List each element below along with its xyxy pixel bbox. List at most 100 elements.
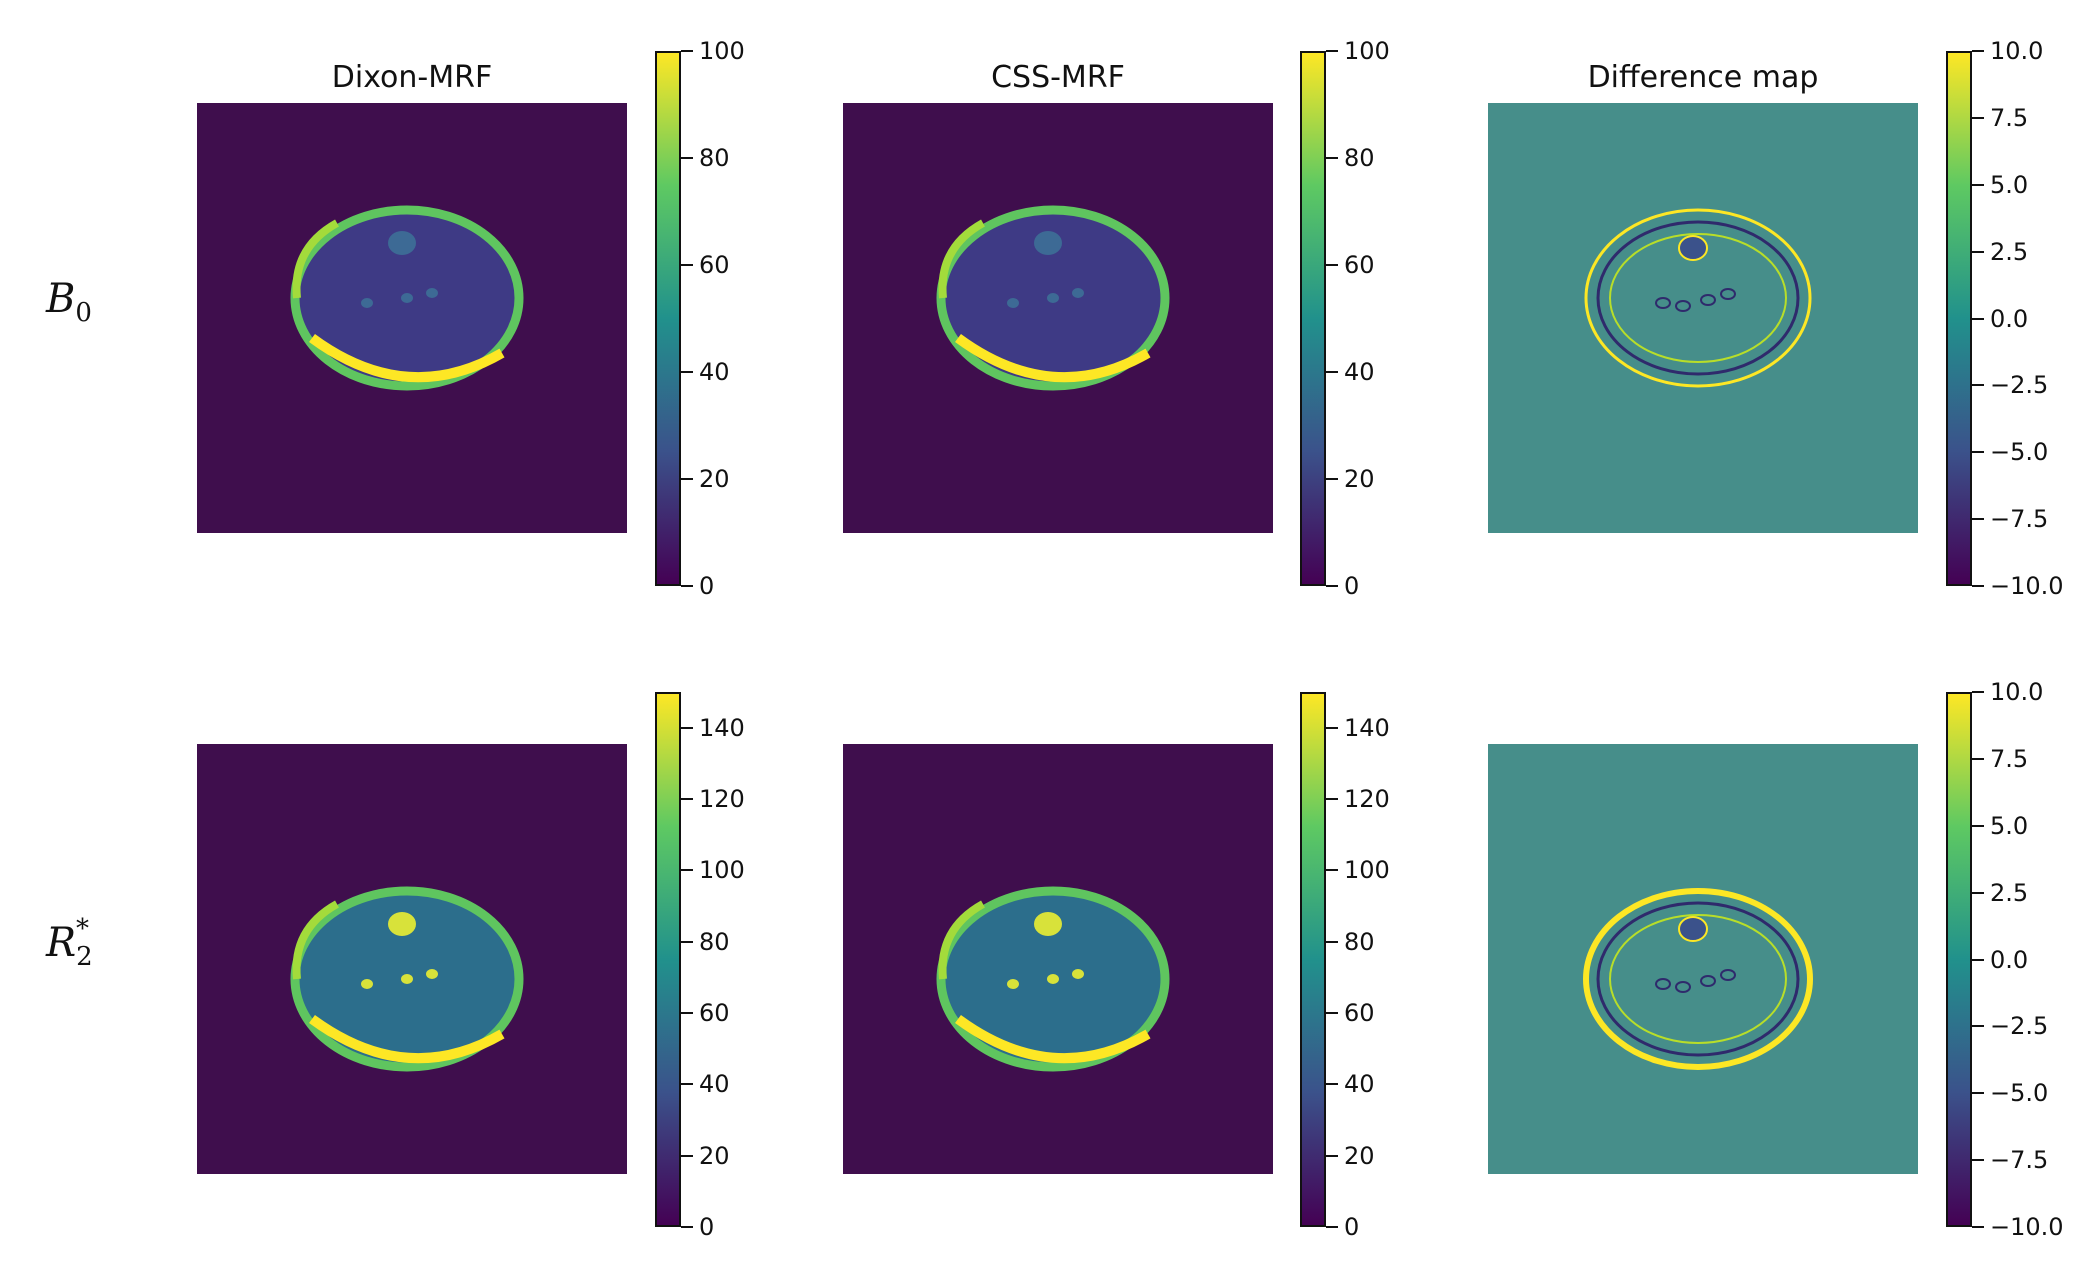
colorbar-tick-label: 120 (1344, 785, 1390, 813)
colorbar-tick (1326, 50, 1338, 52)
heatmap-image (1488, 103, 1918, 533)
heatmap-panel (1488, 103, 1918, 533)
colorbar-tick-label: 100 (1344, 856, 1390, 885)
tissue-feature (1072, 288, 1084, 298)
colorbar-tick-label: −10.0 (1990, 572, 2064, 600)
colorbar-tick (681, 1154, 693, 1157)
colorbar-tick-label: 2.5 (1990, 878, 2029, 907)
difference-ring (1609, 914, 1787, 1044)
colorbar-tick-label: 20 (699, 1141, 730, 1170)
colorbar-tick (1972, 250, 1984, 253)
colorbar (1300, 51, 1326, 586)
colorbar-tick (681, 50, 693, 52)
difference-feature (1675, 981, 1691, 993)
colorbar-tick (681, 478, 693, 480)
colorbar-tick (681, 585, 693, 587)
colorbar-tick-label: 5.0 (1990, 811, 2029, 840)
bright-rim (309, 1014, 505, 1064)
colorbar-tick (681, 1226, 693, 1228)
heatmap-panel (843, 744, 1273, 1174)
colorbar-tick (681, 1083, 693, 1086)
colorbar-tick-label: 80 (699, 927, 730, 956)
heatmap-background (1488, 744, 1918, 1174)
tissue-feature (401, 974, 413, 984)
colorbar-tick (1326, 1012, 1338, 1014)
heatmap-background (1488, 103, 1918, 533)
colorbar-tick (681, 726, 693, 729)
difference-ring (1596, 220, 1800, 376)
bright-rim (955, 333, 1151, 383)
tissue-feature (1047, 293, 1059, 303)
colorbar-tick-label: 80 (1344, 144, 1375, 172)
colorbar-tick-label: 40 (699, 358, 730, 386)
colorbar-tick-label: −2.5 (1990, 1012, 2049, 1041)
colorbar (655, 51, 681, 586)
tissue-feature (1072, 969, 1084, 979)
colorbar-tick (1972, 116, 1984, 119)
difference-ring (1596, 901, 1800, 1057)
colorbar-tick (681, 798, 693, 800)
difference-ring (1609, 233, 1787, 363)
colorbar-tick-label: 60 (699, 251, 730, 279)
colorbar (655, 692, 681, 1227)
colorbar-tick (1326, 478, 1338, 480)
difference-feature (1678, 916, 1708, 942)
colorbar-tick (1972, 691, 1984, 693)
colorbar-tick (1972, 183, 1984, 186)
colorbar-tick-label: 40 (1344, 1070, 1375, 1099)
heatmap-panel (197, 744, 627, 1174)
colorbar-tick-label: 140 (1344, 713, 1390, 742)
colorbar (1300, 692, 1326, 1227)
colorbar-tick (681, 371, 693, 373)
colorbar-tick-label: 20 (1344, 1141, 1375, 1170)
colorbar-tick-label: 20 (699, 465, 730, 493)
heatmap-image (197, 103, 627, 533)
colorbar-tick (1326, 869, 1338, 872)
colorbar-tick-label: 60 (1344, 251, 1375, 279)
colorbar-tick-label: 60 (1344, 999, 1375, 1027)
tissue-feature (1034, 231, 1062, 255)
colorbar-tick (1326, 940, 1338, 943)
difference-feature (1655, 978, 1671, 990)
difference-feature (1720, 288, 1736, 300)
colorbar-tick-label: 0.0 (1990, 304, 2029, 333)
colorbar-tick (681, 264, 693, 266)
colorbar-tick-label: 60 (699, 999, 730, 1027)
tissue-feature (1034, 912, 1062, 936)
colorbar-tick-label: 10.0 (1990, 37, 2044, 65)
colorbar-tick-label: −5.0 (1990, 438, 2049, 467)
colorbar-tick (1972, 1092, 1984, 1095)
colorbar-tick (1972, 585, 1984, 587)
colorbar-tick (1326, 1226, 1338, 1228)
colorbar-tick (1326, 798, 1338, 800)
colorbar-tick-label: 80 (699, 144, 730, 172)
heatmap-panel (1488, 744, 1918, 1174)
colorbar-tick (1972, 518, 1984, 521)
tissue-feature (426, 969, 438, 979)
colorbar-tick (1326, 371, 1338, 373)
colorbar-tick (1972, 1159, 1984, 1162)
difference-feature (1700, 975, 1716, 987)
colorbar-tick-label: 7.5 (1990, 103, 2029, 132)
tissue-feature (361, 979, 373, 989)
colorbar-tick-label: −7.5 (1990, 1146, 2049, 1175)
heatmap-image (843, 103, 1273, 533)
colorbar-tick (1326, 585, 1338, 587)
difference-feature (1655, 297, 1671, 309)
tissue-feature (1047, 974, 1059, 984)
column-title: Difference map (1587, 60, 1819, 95)
row-label: B0 (46, 276, 92, 328)
bright-rim (955, 1014, 1151, 1064)
difference-feature (1700, 294, 1716, 306)
tissue-feature (361, 298, 373, 308)
colorbar-tick-label: 7.5 (1990, 744, 2029, 773)
tissue-feature (388, 912, 416, 936)
tissue-feature (401, 293, 413, 303)
colorbar-tick (1326, 264, 1338, 266)
colorbar-tick (681, 157, 693, 159)
colorbar-tick-label: −5.0 (1990, 1079, 2049, 1108)
left-rim (938, 900, 986, 980)
row-label: R2 * (46, 914, 93, 972)
colorbar-tick (1972, 50, 1984, 52)
